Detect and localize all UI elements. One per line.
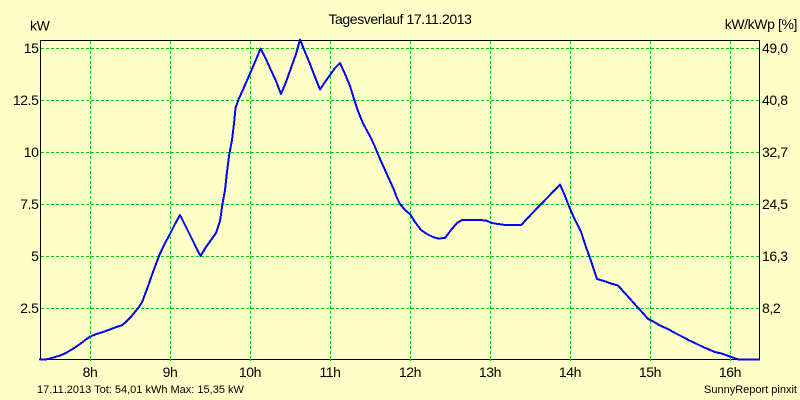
svg-text:Tagesverlauf 17.11.2013: Tagesverlauf 17.11.2013	[328, 11, 472, 27]
svg-text:15: 15	[24, 40, 39, 56]
svg-text:32,7: 32,7	[762, 144, 788, 160]
svg-text:12h: 12h	[399, 364, 421, 380]
svg-text:16h: 16h	[719, 364, 741, 380]
svg-text:kW: kW	[30, 18, 51, 34]
svg-text:12.5: 12.5	[13, 92, 39, 108]
svg-text:10h: 10h	[239, 364, 261, 380]
svg-text:49,0: 49,0	[762, 40, 788, 56]
svg-text:10: 10	[24, 144, 39, 160]
svg-text:15h: 15h	[639, 364, 661, 380]
svg-text:8h: 8h	[83, 364, 98, 380]
svg-text:8,2: 8,2	[762, 300, 781, 316]
svg-text:14h: 14h	[559, 364, 581, 380]
svg-text:24,5: 24,5	[762, 196, 788, 212]
svg-text:9h: 9h	[163, 364, 178, 380]
svg-text:40,8: 40,8	[762, 92, 788, 108]
svg-text:2.5: 2.5	[20, 300, 39, 316]
svg-text:16,3: 16,3	[762, 248, 788, 264]
svg-text:11h: 11h	[319, 364, 340, 380]
svg-text:5: 5	[31, 248, 39, 264]
svg-text:17.11.2013 Tot: 54,01 kWh Max:: 17.11.2013 Tot: 54,01 kWh Max: 15,35 kW	[37, 384, 244, 396]
svg-text:kW/kWp [%]: kW/kWp [%]	[725, 16, 797, 32]
svg-text:7.5: 7.5	[20, 196, 39, 212]
svg-text:SunnyReport pinxit: SunnyReport pinxit	[704, 384, 797, 396]
svg-text:13h: 13h	[479, 364, 501, 380]
